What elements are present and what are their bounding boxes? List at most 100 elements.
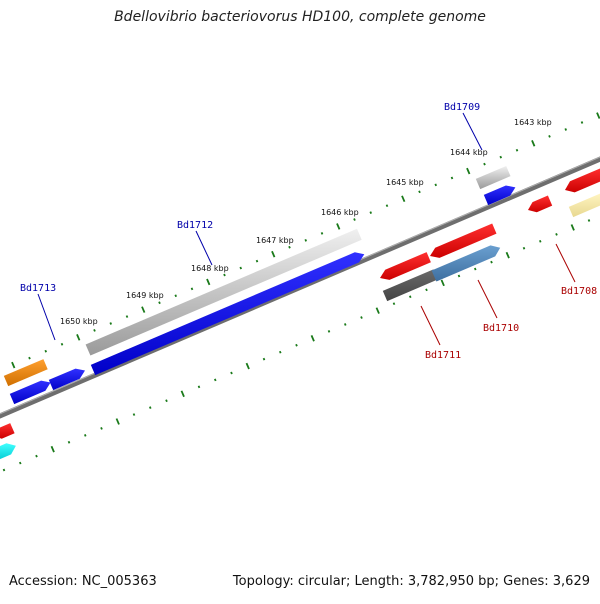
minor-tick xyxy=(223,273,226,277)
gene-bd1709-gray[interactable] xyxy=(475,166,511,190)
gene-bd1708-yellow[interactable] xyxy=(568,193,600,218)
gene-bd1710-red[interactable] xyxy=(430,223,497,258)
gene-label-bd1711[interactable]: Bd1711 xyxy=(425,350,461,361)
kbp-label-1647: 1647 kbp xyxy=(256,236,294,245)
gene-bd1711-red[interactable] xyxy=(380,252,431,280)
gene-label-bd1712[interactable]: Bd1712 xyxy=(177,220,213,231)
minor-tick xyxy=(197,385,201,389)
gene-bd1713-blue-2[interactable] xyxy=(48,368,85,391)
major-tick xyxy=(141,306,146,313)
minor-tick xyxy=(44,349,48,353)
major-tick xyxy=(11,361,16,369)
major-tick xyxy=(180,390,185,398)
minor-tick xyxy=(353,218,356,221)
minor-tick xyxy=(2,468,6,472)
minor-tick xyxy=(304,238,308,242)
minor-tick xyxy=(457,274,461,278)
tick-marks xyxy=(2,112,600,472)
minor-tick xyxy=(239,266,243,270)
major-tick xyxy=(271,250,276,258)
minor-tick xyxy=(132,413,136,416)
gene-bd1709-blue[interactable] xyxy=(483,185,516,206)
minor-tick xyxy=(425,288,428,292)
gene-bd1708-red[interactable] xyxy=(528,195,553,213)
gene-label-bd1708[interactable]: Bd1708 xyxy=(561,286,597,297)
minor-tick xyxy=(555,233,558,236)
minor-tick xyxy=(522,246,526,250)
topology-text: Topology: circular; Length: 3,782,950 bp… xyxy=(232,574,590,589)
major-tick xyxy=(440,279,445,287)
minor-tick xyxy=(587,219,591,222)
minor-tick xyxy=(262,357,266,361)
gene-bd1710-steel[interactable] xyxy=(431,245,501,282)
gene-labels: Bd1709 Bd1712 Bd1713 Bd1708 Bd1710 Bd171… xyxy=(20,102,597,361)
minor-tick xyxy=(473,267,477,271)
major-tick xyxy=(50,445,55,453)
major-tick xyxy=(76,334,81,341)
kbp-label-1649: 1649 kbp xyxy=(126,291,164,300)
minor-tick xyxy=(93,329,96,332)
gene-bd1713-orange[interactable] xyxy=(3,359,48,387)
minor-tick xyxy=(483,162,486,166)
major-tick xyxy=(401,195,406,203)
gene-right-red-top[interactable] xyxy=(565,168,600,193)
kbp-label-1643: 1643 kbp xyxy=(514,118,552,127)
minor-tick xyxy=(327,330,331,333)
kbp-labels: 1643 kbp 1644 kbp 1645 kbp 1646 kbp 1647… xyxy=(60,118,552,326)
major-tick xyxy=(570,224,575,231)
minor-tick xyxy=(369,211,373,214)
kbp-label-1645: 1645 kbp xyxy=(386,178,424,187)
minor-tick xyxy=(35,454,38,458)
minor-tick xyxy=(100,427,103,430)
minor-tick xyxy=(392,302,396,306)
minor-tick xyxy=(408,295,412,299)
major-tick xyxy=(531,140,536,147)
minor-tick xyxy=(548,135,551,138)
gene-label-lines xyxy=(37,112,576,346)
minor-tick xyxy=(499,155,503,159)
minor-tick xyxy=(360,316,363,319)
major-tick xyxy=(245,362,250,370)
genome-title: Bdellovibrio bacteriovorus HD100, comple… xyxy=(114,9,486,25)
major-tick xyxy=(336,223,341,230)
minor-tick xyxy=(434,183,438,187)
minor-tick xyxy=(564,128,568,131)
minor-tick xyxy=(418,190,421,194)
gene-left-cyan[interactable] xyxy=(0,443,16,461)
gene-label-bd1709[interactable]: Bd1709 xyxy=(444,102,480,113)
minor-tick xyxy=(60,342,64,346)
kbp-label-1646: 1646 kbp xyxy=(321,208,359,217)
minor-tick xyxy=(109,322,113,325)
gene-label-bd1710[interactable]: Bd1710 xyxy=(483,323,519,334)
gene-bd1711-dark[interactable] xyxy=(382,269,438,302)
kbp-label-1648: 1648 kbp xyxy=(191,264,229,273)
minor-tick xyxy=(174,294,178,298)
minor-tick xyxy=(165,399,168,403)
minor-tick xyxy=(320,232,324,235)
major-tick xyxy=(505,251,510,259)
minor-tick xyxy=(83,433,87,437)
minor-tick xyxy=(230,371,233,375)
kbp-label-1650: 1650 kbp xyxy=(60,317,98,326)
minor-tick xyxy=(288,245,291,249)
minor-tick xyxy=(490,260,493,264)
minor-tick xyxy=(213,378,217,382)
minor-tick xyxy=(538,239,542,243)
minor-tick xyxy=(278,350,282,354)
gene-bd1712-lower[interactable] xyxy=(90,252,365,376)
gene-label-bd1713[interactable]: Bd1713 xyxy=(20,283,56,294)
major-tick xyxy=(206,278,211,286)
minor-tick xyxy=(385,204,389,208)
gene-bd1712-upper[interactable] xyxy=(85,228,362,356)
minor-tick xyxy=(28,356,31,360)
minor-tick xyxy=(125,315,129,318)
gene-bd1713-blue[interactable] xyxy=(9,380,51,405)
minor-tick xyxy=(158,301,161,305)
kbp-label-1644: 1644 kbp xyxy=(450,148,488,157)
gene-features xyxy=(0,166,600,461)
gene-left-red[interactable] xyxy=(0,423,15,439)
major-tick xyxy=(596,112,600,119)
minor-tick xyxy=(580,121,584,124)
